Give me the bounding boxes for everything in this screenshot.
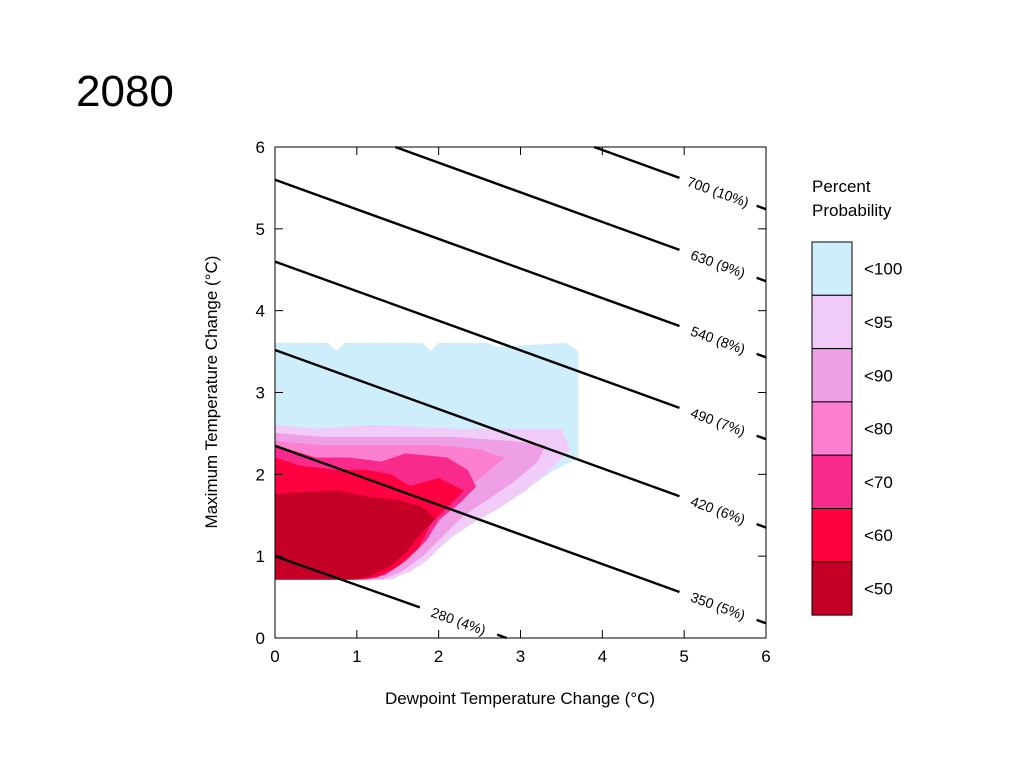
- legend-label: <95: [864, 313, 893, 332]
- y-axis-label: Maximum Temperature Change (°C): [202, 256, 221, 529]
- legend-label: <60: [864, 526, 893, 545]
- isoline-segment: [274, 348, 680, 498]
- y-tick-label: 6: [256, 138, 265, 157]
- isoline-segment: [274, 444, 680, 594]
- x-tick-label: 3: [516, 647, 525, 666]
- x-tick-label: 4: [598, 647, 607, 666]
- x-tick-label: 0: [270, 647, 279, 666]
- x-axis-label: Dewpoint Temperature Change (°C): [385, 689, 655, 708]
- legend-swatch: [811, 241, 853, 296]
- x-tick-label: 6: [761, 647, 770, 666]
- legend: Percent Probability <100 <95 <90 <80 <70 <60 <…: [811, 177, 902, 616]
- isoline-label: 350 (5%): [689, 589, 748, 623]
- legend-swatch: [811, 401, 853, 456]
- legend-swatch: [811, 294, 853, 350]
- isoline-segment: [756, 204, 767, 211]
- legend-label: <90: [864, 366, 893, 385]
- legend-label: <80: [864, 420, 893, 439]
- x-tick-label: 2: [434, 647, 443, 666]
- legend-swatch: [811, 348, 853, 403]
- isoline-segment: [496, 633, 507, 640]
- isoline-5: 630 (9%): [394, 145, 767, 283]
- legend-swatch: [811, 508, 853, 563]
- isoline-4: 540 (8%): [274, 178, 767, 359]
- isoline-label: 700 (10%): [685, 173, 751, 210]
- isoline-segment: [274, 260, 680, 409]
- axes: 0 1 2 3 4 5 6 0 1 2 3 4 5 6: [256, 138, 771, 666]
- y-tick-label: 4: [256, 302, 265, 321]
- y-tick-label: 3: [256, 384, 265, 403]
- y-tick-label: 1: [256, 547, 265, 566]
- isoline-segment: [756, 618, 767, 625]
- x-tick-label: 5: [679, 647, 688, 666]
- isoline-segment: [756, 276, 767, 283]
- legend-title-line1: Percent: [812, 177, 871, 196]
- y-tick-label: 0: [256, 629, 265, 648]
- y-tick-label: 5: [256, 220, 265, 239]
- region-6: [275, 490, 436, 580]
- legend-label: <50: [864, 579, 893, 598]
- slide-title: 2080: [76, 67, 174, 116]
- probability-regions: [275, 342, 579, 580]
- isoline-segment: [593, 145, 680, 180]
- isoline-segment: [756, 522, 767, 529]
- y-tick-label: 2: [256, 465, 265, 484]
- isoline-segment: [274, 555, 421, 609]
- legend-title-line2: Probability: [812, 201, 892, 220]
- isoline-label: 420 (6%): [689, 493, 748, 527]
- isoline-segment: [274, 178, 680, 328]
- isoline-segment: [394, 145, 680, 252]
- isoline-6: 700 (10%): [593, 145, 767, 211]
- x-tick-label: 1: [352, 647, 361, 666]
- isoline-label: 280 (4%): [429, 604, 488, 638]
- legend-label: <100: [864, 260, 902, 279]
- legend-swatch: [811, 561, 853, 616]
- isoline-segment: [756, 434, 767, 441]
- isoline-label: 630 (9%): [689, 247, 748, 281]
- isoline-label: 490 (7%): [689, 405, 748, 439]
- legend-swatch: [811, 454, 853, 510]
- legend-label: <70: [864, 473, 893, 492]
- isoline-segment: [756, 352, 767, 359]
- isoline-label: 540 (8%): [689, 323, 748, 357]
